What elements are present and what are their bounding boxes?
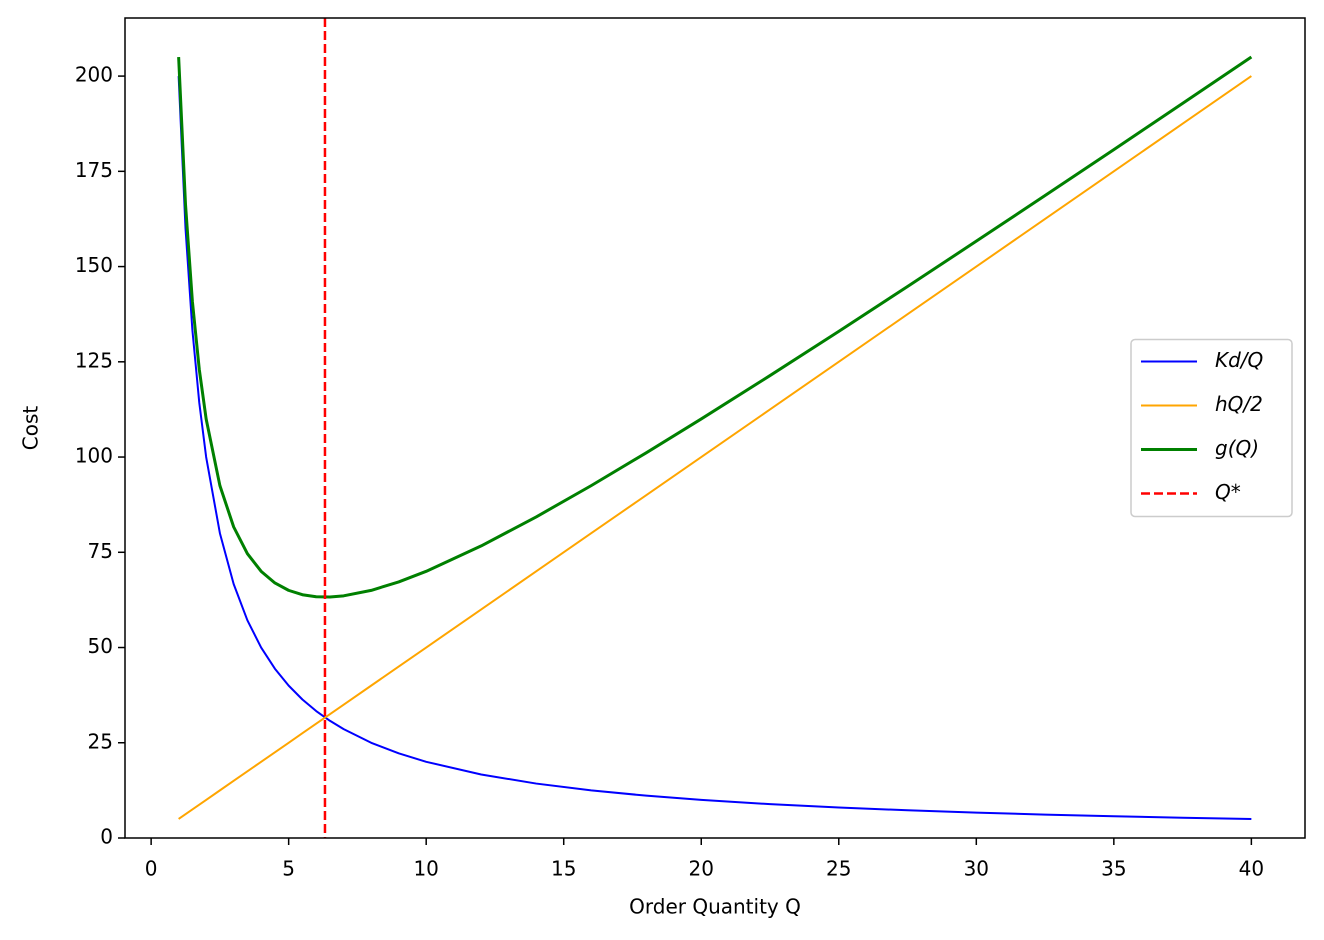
legend-label: Q*: [1215, 480, 1241, 504]
y-tick-label: 50: [88, 634, 113, 658]
legend-label: hQ/2: [1215, 392, 1263, 416]
x-tick-label: 25: [826, 857, 851, 881]
x-tick-label: 35: [1101, 857, 1126, 881]
y-tick-label: 0: [100, 825, 113, 849]
y-axis-label: Cost: [19, 406, 43, 451]
legend-label: g(Q): [1215, 436, 1259, 460]
x-tick-label: 40: [1239, 857, 1264, 881]
line-series: [177, 76, 1252, 820]
line-series: [178, 75, 1252, 820]
y-tick-label: 75: [88, 539, 113, 563]
plot-frame: [124, 17, 1306, 839]
y-tick-label: 150: [75, 253, 113, 277]
x-tick-label: 15: [551, 857, 576, 881]
line-series: [177, 55, 1253, 599]
x-tick-label: 30: [964, 857, 989, 881]
x-tick-label: 0: [145, 857, 158, 881]
x-tick-label: 5: [282, 857, 295, 881]
y-tick-label: 175: [75, 158, 113, 182]
legend-box: [1130, 338, 1293, 518]
legend-label: Kd/Q: [1215, 348, 1263, 372]
x-axis-label: Order Quantity Q: [629, 895, 801, 919]
y-tick-label: 25: [88, 729, 113, 753]
x-tick-label: 20: [689, 857, 714, 881]
y-tick-label: 125: [75, 348, 113, 372]
y-tick-label: 100: [75, 444, 113, 468]
y-tick-label: 200: [75, 63, 113, 87]
x-tick-label: 10: [413, 857, 438, 881]
